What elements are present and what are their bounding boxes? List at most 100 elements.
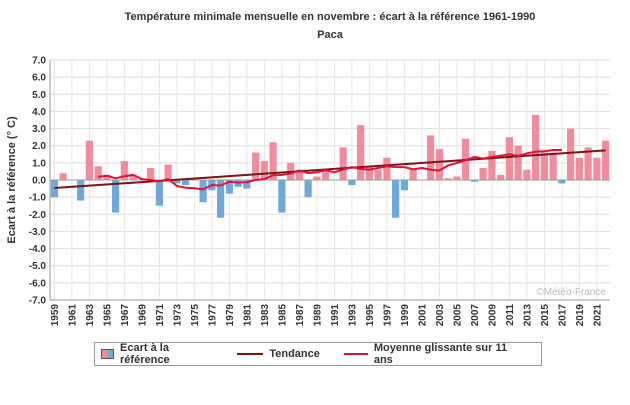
anomaly-bar: [593, 157, 601, 180]
anomaly-bar: [252, 152, 260, 180]
x-tick-label: 1987: [295, 304, 306, 327]
y-tick-label: -7.0: [29, 296, 47, 307]
moving-average-line: [97, 149, 562, 191]
x-tick-label: 1981: [242, 304, 253, 327]
x-tick-label: 1997: [382, 304, 393, 327]
x-tick-label: 2019: [575, 304, 586, 327]
legend-label-bars: Ecart à la référence: [120, 342, 170, 366]
anomaly-bar: [103, 174, 111, 180]
anomaly-bar: [260, 161, 268, 180]
anomaly-bar: [217, 180, 225, 218]
anomaly-bar: [514, 145, 522, 180]
anomaly-bar: [575, 157, 583, 180]
x-tick-label: 1985: [277, 304, 288, 327]
anomaly-bar: [602, 140, 610, 180]
x-tick-label: 1989: [312, 304, 323, 327]
anomaly-bar: [199, 180, 207, 203]
y-tick-label: -1.0: [29, 193, 47, 204]
x-tick-label: 2007: [470, 304, 481, 327]
anomaly-bar: [339, 147, 347, 180]
x-tick-label: 2009: [487, 304, 498, 327]
x-tick-label: 2001: [417, 304, 428, 327]
y-tick-label: -5.0: [29, 261, 47, 272]
anomaly-bar: [50, 180, 58, 198]
chart-subtitle: Paca: [317, 29, 343, 41]
anomaly-bar: [374, 169, 382, 180]
anomaly-bar: [523, 169, 531, 180]
x-tick-label: 1971: [155, 304, 166, 327]
y-tick-label: 5.0: [32, 90, 46, 101]
x-tick-label: 1967: [120, 304, 131, 327]
anomaly-bar: [497, 174, 505, 180]
x-tick-label: 1975: [190, 304, 201, 327]
x-tick-label: 2015: [540, 304, 551, 327]
x-tick-label: 1963: [85, 304, 96, 327]
anomaly-bar: [479, 168, 487, 180]
y-tick-label: -4.0: [29, 244, 47, 255]
anomaly-bar: [120, 161, 128, 180]
x-tick-label: 1959: [50, 304, 61, 327]
y-tick-label: -3.0: [29, 227, 47, 238]
x-tick-label: 1983: [260, 304, 271, 327]
x-tick-label: 1979: [225, 304, 236, 327]
x-tick-label: 1961: [67, 304, 78, 327]
anomaly-bar: [94, 166, 102, 180]
watermark-text: ©Météo-France: [536, 287, 606, 298]
x-tick-label: 1995: [365, 304, 376, 327]
y-tick-label: 1.0: [32, 158, 46, 169]
legend-label-trend: Tendance: [269, 348, 320, 360]
x-tick-label: 2011: [505, 304, 516, 326]
legend-item-moving-average: Moyenne glissante sur 11 ans: [343, 342, 517, 366]
anomaly-bar: [400, 180, 408, 191]
anomaly-bar: [173, 180, 181, 184]
x-tick-label: 1969: [137, 304, 148, 327]
legend-item-bars: Ecart à la référence: [101, 342, 213, 366]
anomaly-bar: [558, 180, 566, 184]
anomaly-bar: [155, 180, 163, 206]
y-tick-label: 0.0: [32, 176, 46, 187]
x-tick-label: 2017: [557, 304, 568, 327]
anomaly-bar: [243, 180, 251, 189]
legend-item-trend: Tendance: [237, 348, 320, 360]
legend-swatch-moving-average: [343, 353, 368, 355]
y-tick-label: 2.0: [32, 141, 46, 152]
anomaly-bar: [85, 140, 93, 180]
anomaly-bar: [532, 114, 540, 180]
y-tick-label: 6.0: [32, 73, 46, 84]
anomaly-bar: [59, 173, 67, 180]
anomaly-bar: [112, 180, 120, 213]
y-tick-label: 7.0: [32, 56, 46, 67]
anomaly-bar: [549, 152, 557, 180]
x-tick-label: 1991: [330, 304, 341, 327]
legend-label-moving-average: Moyenne glissante sur 11 ans: [373, 342, 508, 366]
trend-line: [54, 149, 606, 190]
x-tick-label: 1993: [347, 304, 358, 327]
anomaly-bar: [435, 149, 443, 180]
anomaly-bar: [304, 180, 312, 198]
anomaly-bar: [540, 152, 548, 180]
anomaly-bar: [357, 125, 365, 180]
x-tick-label: 1965: [102, 304, 113, 327]
anomaly-bar: [383, 157, 391, 180]
anomaly-bar: [365, 166, 373, 180]
anomaly-bar: [129, 174, 137, 180]
anomaly-bar: [322, 169, 330, 180]
x-tick-label: 2013: [522, 304, 533, 327]
anomaly-bar: [164, 164, 172, 180]
anomaly-bar: [182, 180, 190, 186]
anomaly-bar: [567, 128, 575, 180]
x-tick-label: 1999: [400, 304, 411, 327]
anomaly-bar: [392, 180, 400, 218]
anomaly-bar: [584, 147, 592, 180]
chart-legend: Ecart à la référence Tendance Moyenne gl…: [94, 342, 542, 366]
anomaly-bar: [147, 168, 155, 180]
x-tick-label: 1977: [207, 304, 218, 327]
x-tick-label: 2021: [592, 304, 603, 327]
x-tick-label: 2003: [435, 304, 446, 327]
legend-swatch-trend: [237, 353, 264, 355]
legend-swatch-bars: [101, 349, 115, 359]
anomaly-bar: [295, 169, 303, 180]
y-tick-label: 3.0: [32, 124, 46, 135]
y-tick-label: -6.0: [29, 278, 47, 289]
